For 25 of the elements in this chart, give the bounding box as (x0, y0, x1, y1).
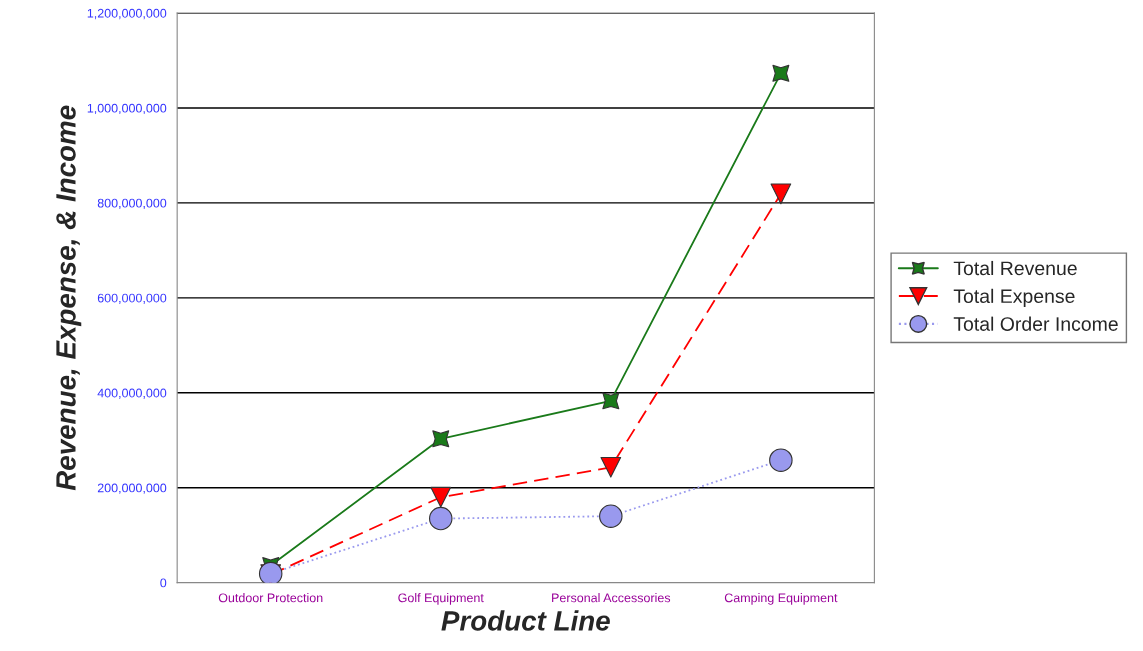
point (770, 183, 792, 205)
x-tick-label: Outdoor Protection (218, 593, 323, 603)
y-tick-label: 1,200,000,000 (87, 8, 167, 20)
point (769, 448, 793, 472)
point (432, 430, 450, 448)
legend-label: Total Revenue (953, 260, 1077, 276)
legend-label: Total Order Income (953, 316, 1118, 331)
legend-label: Total Expense (953, 288, 1075, 307)
point (602, 392, 620, 410)
point (600, 456, 622, 478)
y-tick-label: 200,000,000 (97, 483, 167, 494)
x-tick-label: Personal Accessories (552, 593, 671, 603)
y-axis-title: Revenue, Expense, & Income (56, 105, 82, 491)
x-tick-label: Golf Equipment (398, 593, 484, 605)
point (772, 64, 790, 82)
y-tick-label: 1,000,000,000 (87, 103, 167, 115)
y-tick-label: 800,000,000 (97, 198, 167, 210)
x-tick-label: Camping Equipment (724, 593, 838, 605)
y-tick-label: 0 (160, 578, 167, 588)
point (599, 504, 623, 528)
y-tick-label: 600,000,000 (97, 293, 167, 304)
y-tick-label: 400,000,000 (97, 388, 167, 399)
point (430, 486, 452, 508)
x-axis-title: Product Line (441, 610, 610, 631)
point (428, 506, 453, 531)
